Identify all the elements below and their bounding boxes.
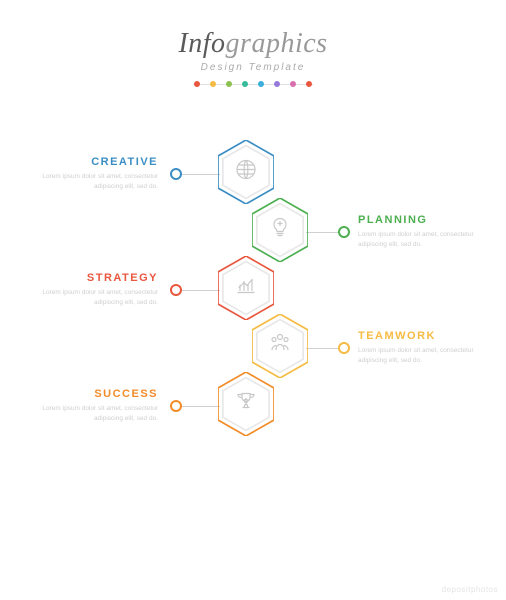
infographic-stage: CREATIVE Lorem ipsum dolor sit amet, cons… xyxy=(0,120,506,580)
step-text-block: PLANNING Lorem ipsum dolor sit amet, cons… xyxy=(358,214,478,251)
connector-line xyxy=(180,406,220,407)
step-title: SUCCESS xyxy=(38,388,158,400)
step-bullet xyxy=(170,284,182,296)
header: Infographics Design Template xyxy=(0,0,506,87)
header-dot xyxy=(194,81,200,87)
hex-node xyxy=(252,314,308,378)
step-title: STRATEGY xyxy=(38,272,158,284)
step-bullet xyxy=(338,226,350,238)
step-body: Lorem ipsum dolor sit amet, consectetur … xyxy=(38,172,158,193)
step-text-block: CREATIVE Lorem ipsum dolor sit amet, cons… xyxy=(38,156,158,193)
connector-line xyxy=(180,290,220,291)
bulb-icon xyxy=(268,216,292,245)
header-dot xyxy=(258,81,264,87)
step-bullet xyxy=(170,168,182,180)
page-subtitle: Design Template xyxy=(0,62,506,73)
header-dot xyxy=(290,81,296,87)
step-text-block: SUCCESS Lorem ipsum dolor sit amet, conse… xyxy=(38,388,158,425)
title-accent: graphics xyxy=(226,28,328,59)
globe-icon xyxy=(234,158,258,187)
header-dots xyxy=(0,81,506,87)
step-body: Lorem ipsum dolor sit amet, consectetur … xyxy=(358,346,478,367)
hex-node xyxy=(218,372,274,436)
title-main: Info xyxy=(178,28,225,59)
step-body: Lorem ipsum dolor sit amet, consectetur … xyxy=(38,288,158,309)
header-dot xyxy=(274,81,280,87)
team-icon xyxy=(268,332,292,361)
step-body: Lorem ipsum dolor sit amet, consectetur … xyxy=(358,230,478,251)
header-dot xyxy=(306,81,312,87)
header-dot xyxy=(226,81,232,87)
step-title: CREATIVE xyxy=(38,156,158,168)
step-title: TEAMWORK xyxy=(358,330,478,342)
hex-node xyxy=(252,198,308,262)
step-text-block: STRATEGY Lorem ipsum dolor sit amet, cons… xyxy=(38,272,158,309)
connector-line xyxy=(306,232,342,233)
trophy-icon xyxy=(234,390,258,419)
step-bullet xyxy=(338,342,350,354)
step-title: PLANNING xyxy=(358,214,478,226)
watermark: depositphotos xyxy=(442,585,498,594)
connector-line xyxy=(180,174,220,175)
header-dot xyxy=(210,81,216,87)
chart-icon xyxy=(234,274,258,303)
step-body: Lorem ipsum dolor sit amet, consectetur … xyxy=(38,404,158,425)
hex-node xyxy=(218,140,274,204)
connector-line xyxy=(306,348,342,349)
page-title: Infographics xyxy=(0,28,506,60)
step-bullet xyxy=(170,400,182,412)
hex-node xyxy=(218,256,274,320)
step-text-block: TEAMWORK Lorem ipsum dolor sit amet, cons… xyxy=(358,330,478,367)
header-dot xyxy=(242,81,248,87)
